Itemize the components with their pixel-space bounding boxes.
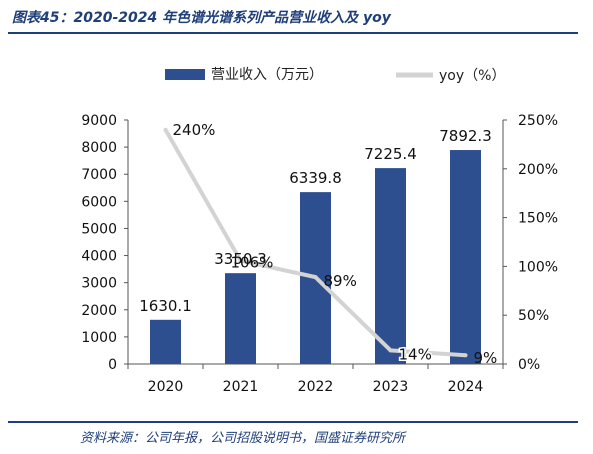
- yoy-point: [463, 353, 468, 358]
- right-tick-label: 150%: [518, 211, 558, 227]
- bar-labels: 1630.1 3350.3 6339.8 7225.4 7892.3: [139, 127, 492, 315]
- right-tick-label: 50%: [518, 308, 549, 324]
- x-tick-label: 2024: [448, 379, 484, 395]
- yoy-value-label: 240%: [173, 121, 216, 139]
- bar-value-label: 7225.4: [364, 145, 417, 163]
- left-axis: 0 1000 2000 3000 4000 5000 6000 7000 8000 9000: [81, 113, 129, 373]
- bar: [375, 168, 406, 364]
- bar: [450, 150, 481, 364]
- figure-title: 图表45：2020-2024 年色谱光谱系列产品营业收入及 yoy: [12, 10, 391, 26]
- left-tick-label: 4000: [81, 249, 117, 265]
- bar-value-label: 3350.3: [214, 250, 267, 268]
- left-tick-label: 0: [108, 357, 117, 373]
- left-tick-label: 6000: [81, 194, 117, 210]
- yoy-point: [238, 258, 243, 263]
- bar-value-label: 6339.8: [289, 169, 342, 187]
- bar-series: [150, 150, 481, 364]
- right-axis: 0% 50% 100% 150% 200% 250%: [502, 113, 558, 373]
- legend-bar-label: 营业收入（万元）: [211, 67, 323, 83]
- right-tick-label: 100%: [518, 259, 558, 275]
- bar: [225, 273, 256, 364]
- yoy-point: [163, 127, 168, 132]
- legend-bar-swatch: [165, 69, 205, 80]
- left-tick-label: 2000: [81, 303, 117, 319]
- yoy-point: [388, 348, 393, 353]
- yoy-value-label: 14%: [399, 345, 432, 363]
- bar-value-label: 1630.1: [139, 297, 192, 315]
- x-tick-label: 2022: [298, 379, 334, 395]
- right-tick-label: 0%: [518, 357, 540, 373]
- yoy-series: [163, 127, 468, 358]
- left-tick-label: 5000: [81, 221, 117, 237]
- left-tick-label: 3000: [81, 276, 117, 292]
- bar: [150, 319, 181, 364]
- yoy-value-label: 9%: [474, 349, 498, 367]
- x-tick-label: 2023: [373, 379, 409, 395]
- left-tick-label: 8000: [81, 140, 117, 156]
- yoy-point: [313, 275, 318, 280]
- x-tick-label: 2021: [223, 379, 259, 395]
- left-tick-label: 9000: [81, 113, 117, 129]
- bar-value-label: 7892.3: [439, 127, 492, 145]
- top-rule: [8, 32, 578, 34]
- legend: 营业收入（万元） yoy（%）: [165, 67, 505, 84]
- right-tick-label: 200%: [518, 162, 558, 178]
- left-tick-label: 7000: [81, 167, 117, 183]
- left-tick-label: 1000: [81, 330, 117, 346]
- source-note: 资料来源：公司年报，公司招股说明书，国盛证券研究所: [80, 431, 406, 446]
- yoy-labels: 240% 106% 89% 14% 9%: [173, 121, 498, 367]
- yoy-value-label: 106%: [231, 254, 274, 272]
- bottom-rule: [8, 421, 578, 423]
- legend-line-label: yoy（%）: [439, 68, 505, 84]
- x-axis: 2020 2021 2022 2023 2024: [127, 363, 504, 395]
- x-tick-label: 2020: [148, 379, 184, 395]
- yoy-value-label: 89%: [324, 272, 357, 290]
- right-tick-label: 250%: [518, 113, 558, 129]
